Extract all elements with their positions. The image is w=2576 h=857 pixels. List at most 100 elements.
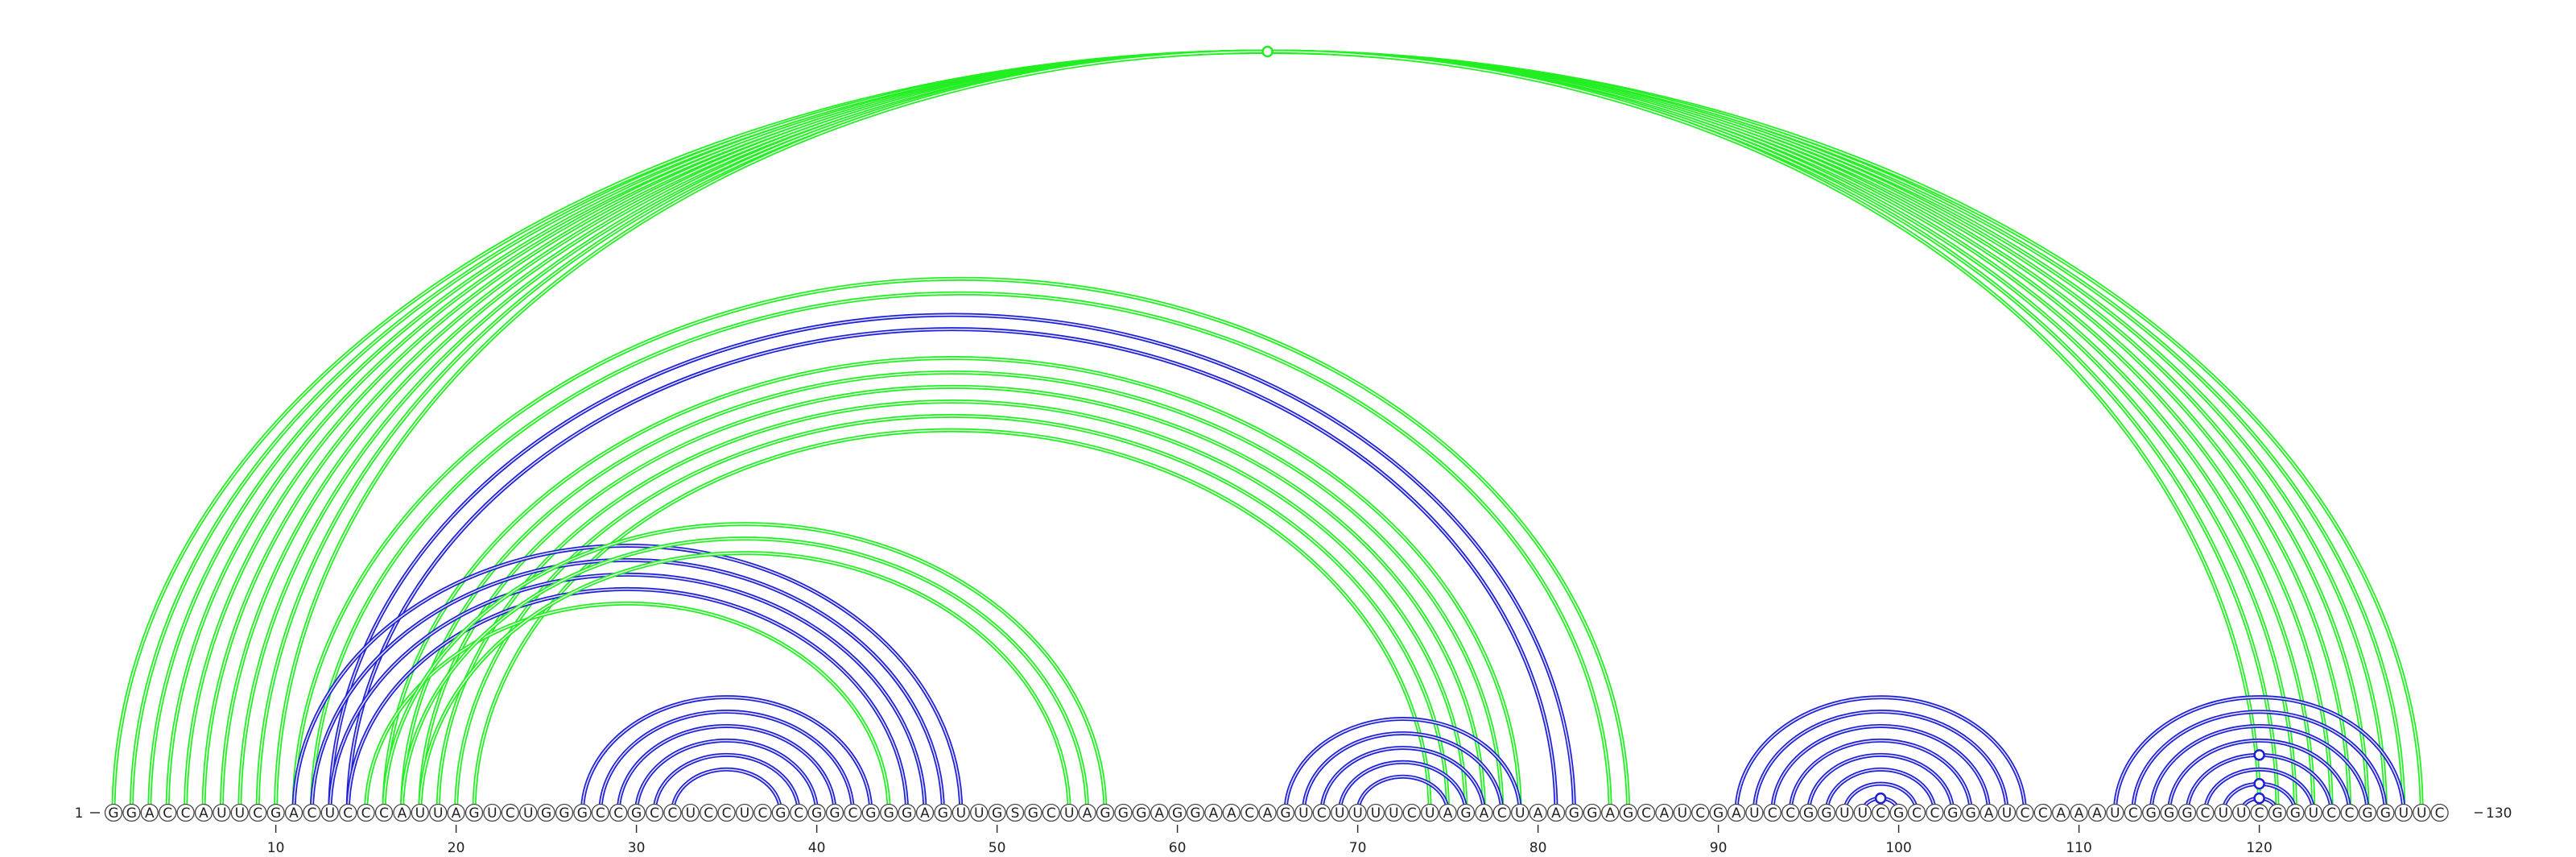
pair-arc	[328, 313, 1576, 814]
nucleotide-letter: C	[2435, 805, 2445, 822]
pair-arc	[1356, 774, 1451, 814]
nucleotide: C	[1312, 803, 1331, 822]
nucleotide-letter: U	[1749, 805, 1759, 822]
nucleotide-letter: C	[2038, 805, 2048, 822]
nucleotide-circle	[483, 803, 502, 822]
nucleotide-letter: C	[2255, 805, 2264, 822]
nucleotide: A	[1546, 803, 1566, 822]
nucleotide-letter: A	[1660, 805, 1670, 822]
nucleotide: G	[1186, 803, 1205, 822]
nucleotide-circle	[303, 803, 321, 822]
nucleotide: C	[609, 803, 628, 822]
nucleotide: G	[807, 803, 826, 822]
nucleotide-letter: G	[992, 805, 1002, 822]
nucleotide: C	[645, 803, 664, 822]
nucleotide-letter: G	[938, 805, 948, 822]
nucleotide-letter: A	[199, 805, 208, 822]
nucleotide-circle	[1511, 803, 1530, 822]
nucleotide: A	[2070, 803, 2088, 822]
nucleotide-letter: C	[163, 805, 172, 822]
nucleotide-circle	[1060, 803, 1079, 822]
pair-arc	[1770, 723, 1992, 814]
nucleotide: U	[1060, 803, 1079, 822]
nucleotide-letter: C	[1497, 805, 1507, 822]
nucleotide-circle	[1402, 803, 1421, 822]
nucleotide: G	[1889, 803, 1908, 822]
nucleotide: G	[627, 803, 646, 822]
pair-arc	[634, 738, 819, 814]
nucleotide-circle	[159, 803, 177, 822]
nucleotide-letter: G	[902, 805, 912, 822]
nucleotide-circle	[790, 803, 808, 822]
nucleotide-circle	[2087, 803, 2107, 822]
nucleotide-circle	[1222, 803, 1241, 822]
nucleotide: G	[464, 803, 484, 822]
nucleotide-circle	[1997, 803, 2017, 822]
pair-arc	[382, 356, 1522, 814]
nucleotide-letter: C	[667, 805, 677, 822]
pair-arc	[1301, 731, 1505, 814]
nucleotide-circle	[464, 803, 484, 822]
nucleotide-circle	[1889, 803, 1908, 822]
nucleotide: U	[1853, 803, 1872, 822]
pair-arc	[255, 49, 2280, 814]
nucleotide: G	[1817, 803, 1836, 822]
nucleotide-circle	[2124, 803, 2142, 822]
nucleotide-circle	[825, 803, 844, 822]
nucleotide: U	[735, 803, 754, 822]
pair-arc	[328, 572, 927, 814]
nucleotide-circle	[2196, 803, 2215, 822]
nucleotide-circle	[609, 803, 628, 822]
nucleotide: C	[2322, 803, 2341, 822]
nucleotide: A	[1204, 803, 1223, 822]
nucleotide: C	[1492, 803, 1511, 822]
nucleotide: G	[898, 803, 916, 822]
nucleotide-letter: G	[1172, 805, 1183, 822]
nucleotide-letter: G	[577, 805, 588, 822]
nucleotide: U	[1331, 803, 1349, 822]
nucleotide: A	[2052, 803, 2070, 822]
nucleotide: C	[374, 803, 394, 822]
nucleotide: U	[1511, 803, 1530, 822]
nucleotide-circle	[663, 803, 682, 822]
nucleotide-letter: G	[1460, 805, 1471, 822]
nucleotide-letter: C	[2020, 805, 2029, 822]
nucleotide-letter: C	[1768, 805, 1777, 822]
nucleotide-letter: U	[740, 805, 749, 822]
nucleotide: A	[1439, 803, 1457, 822]
nucleotide-letter: U	[2110, 805, 2120, 822]
nucleotide-circle	[2214, 803, 2232, 822]
nucleotide: C	[717, 803, 736, 822]
nucleotide-circle	[2340, 803, 2359, 822]
nucleotide: U	[970, 803, 989, 822]
pair-arc	[2167, 738, 2352, 814]
nucleotide-letter: U	[1298, 805, 1308, 822]
pair-marker	[1874, 792, 1887, 805]
nucleotide: C	[2196, 803, 2215, 822]
nucleotide-circle	[320, 803, 339, 822]
nucleotide: G	[1132, 803, 1150, 822]
nucleotide-circle	[1727, 803, 1746, 822]
nucleotide-letter: U	[1515, 805, 1525, 822]
pair-arc	[1752, 710, 2009, 814]
nucleotide-letter: C	[704, 805, 713, 822]
nucleotide-circle	[2052, 803, 2070, 822]
pair-arc	[2112, 695, 2406, 814]
nucleotide-circle	[393, 803, 411, 822]
nucleotide-circle	[1005, 803, 1025, 822]
nucleotide: G	[104, 803, 123, 822]
nucleotide: G	[1709, 803, 1728, 822]
nucleotide-letter: C	[1912, 805, 1922, 822]
nucleotide-letter: U	[2399, 805, 2409, 822]
nucleotide-circle	[645, 803, 664, 822]
nucleotide-circle	[519, 803, 538, 822]
nucleotide-letter: C	[2200, 805, 2210, 822]
nucleotide-letter: U	[1858, 805, 1868, 822]
nucleotide-letter: A	[1154, 805, 1164, 822]
nucleotide-circle	[1926, 803, 1944, 822]
nucleotide-letter: G	[884, 805, 894, 822]
nucleotide-letter: G	[2182, 805, 2192, 822]
nucleotide: G	[1096, 803, 1115, 822]
nucleotide: A	[1727, 803, 1746, 822]
nucleotide-circle	[2413, 803, 2431, 822]
